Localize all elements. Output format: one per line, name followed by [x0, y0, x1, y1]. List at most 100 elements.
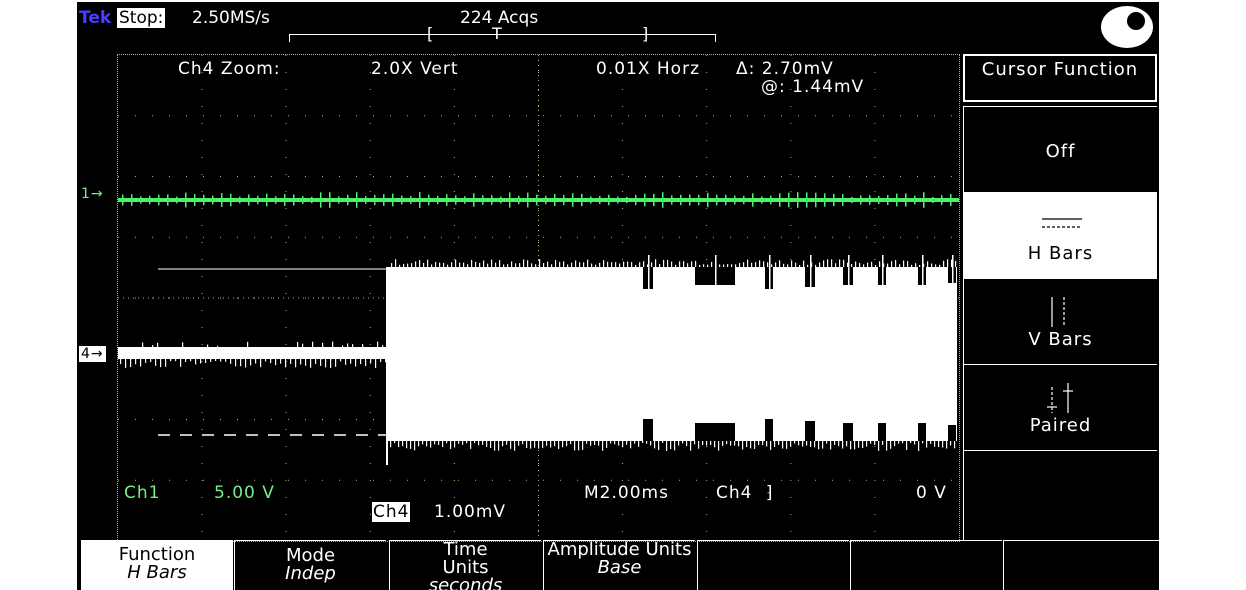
- ch4-burst-noise: [839, 259, 841, 267]
- ch4-noise-spike: [325, 359, 327, 368]
- ch1-noise-spike: [401, 195, 403, 205]
- ch1-noise-spike: [455, 195, 457, 205]
- ch4-burst-noise: [919, 264, 921, 267]
- ch4-burst-noise: [475, 261, 477, 267]
- ch4-noise-spike: [175, 359, 177, 362]
- ch4-burst-noise: [666, 441, 668, 451]
- ch4-burst-dropout-bottom: [843, 423, 853, 441]
- ch4-burst-noise: [850, 441, 852, 450]
- ch4-noise-spike: [205, 359, 207, 364]
- ch4-burst-noise: [454, 441, 456, 448]
- ch4-burst-noise: [838, 441, 840, 447]
- ch4-burst-noise: [526, 441, 528, 448]
- ch1-noise-spike: [203, 194, 205, 206]
- ch4-noise-spike: [352, 344, 354, 347]
- ch4-burst-noise: [583, 262, 585, 267]
- ch1-noise-spike: [797, 192, 799, 208]
- ch4-noise-spike: [297, 342, 299, 347]
- ch4-burst-noise: [846, 441, 848, 447]
- cursor-off-button[interactable]: Off: [963, 106, 1157, 192]
- ch4-burst-noise: [439, 262, 441, 267]
- ch4-scale: 1.00mV: [434, 502, 507, 522]
- time-units-menu-button[interactable]: Time Units seconds: [389, 540, 541, 590]
- mode-menu-button[interactable]: Mode Indep: [234, 540, 386, 590]
- ch4-burst-noise: [642, 441, 644, 444]
- waveform-display: [118, 55, 959, 541]
- ch4-burst-noise: [551, 264, 553, 267]
- ch4-noise-spike: [302, 343, 304, 347]
- ch4-burst-noise: [479, 262, 481, 267]
- ch4-burst-noise: [518, 441, 520, 446]
- ch4-burst-noise: [390, 441, 392, 448]
- ch4-noise-spike: [142, 342, 144, 347]
- ch4-burst-noise: [798, 441, 800, 446]
- ch4-burst-noise: [786, 441, 788, 449]
- ch1-noise-spike: [653, 193, 655, 207]
- ch4-burst-noise: [731, 264, 733, 267]
- ch4-noise-spike: [382, 345, 384, 347]
- amplitude-units-menu-button[interactable]: Amplitude Units Base: [543, 540, 695, 590]
- ch4-burst-noise: [586, 441, 588, 444]
- ch4-noise-spike: [157, 342, 159, 347]
- ch4-noise-spike: [125, 359, 127, 368]
- bottom-menu-blank-7: [1003, 540, 1159, 590]
- trigger-position-marker: T: [492, 24, 502, 43]
- ch4-burst-noise: [634, 441, 636, 444]
- ch4-burst-noise: [935, 264, 937, 267]
- ch4-burst-noise: [779, 260, 781, 267]
- ch4-burst-noise: [682, 441, 684, 444]
- ch4-burst-noise: [683, 261, 685, 267]
- ch4-burst-noise: [819, 262, 821, 267]
- ch4-noise-spike: [300, 359, 302, 365]
- ch4-burst-noise: [843, 259, 845, 267]
- ch1-noise-spike: [887, 195, 889, 205]
- ch4-noise-spike: [270, 359, 272, 364]
- function-menu-button[interactable]: Function H Bars: [81, 540, 233, 590]
- ch1-noise-spike: [428, 194, 430, 206]
- ch4-burst-noise: [511, 261, 513, 267]
- ch4-burst-noise: [547, 261, 549, 267]
- sample-rate: 2.50MS/s: [192, 8, 270, 28]
- ch4-burst-noise: [638, 441, 640, 447]
- ch4-noise-spike: [207, 344, 209, 347]
- ch4-noise-spike: [180, 359, 182, 367]
- ch4-burst-noise: [602, 441, 604, 451]
- ch4-burst-noise: [590, 441, 592, 446]
- ch4-burst-noise: [571, 262, 573, 267]
- ch4-burst-noise: [759, 260, 761, 267]
- ch4-burst-noise: [478, 441, 480, 446]
- ch1-noise-spike: [788, 192, 790, 208]
- ch4-burst-dropout-bottom: [695, 423, 735, 441]
- ch4-burst-dropout-bottom: [765, 419, 773, 441]
- ch4-burst-noise: [826, 441, 828, 444]
- ch4-burst-noise: [442, 441, 444, 448]
- ch4-burst-noise: [470, 441, 472, 449]
- ch4-burst-noise: [751, 262, 753, 267]
- ch4-burst-noise: [519, 263, 521, 267]
- ch1-noise-spike: [464, 196, 466, 204]
- ch1-noise-spike: [473, 193, 475, 207]
- ch4-burst-noise: [655, 259, 657, 267]
- ch1-noise-spike: [698, 194, 700, 206]
- paired-button[interactable]: Paired: [963, 364, 1157, 450]
- ch4-burst-noise: [762, 441, 764, 446]
- ch4-burst-noise: [558, 441, 560, 449]
- ch4-burst-noise: [635, 264, 637, 267]
- ch4-burst-noise: [435, 262, 437, 267]
- ch4-burst-noise: [431, 264, 433, 267]
- v-bars-button[interactable]: V Bars: [963, 278, 1157, 364]
- ch4-burst-noise: [890, 441, 892, 449]
- ch4-burst-noise: [582, 441, 584, 450]
- ch4-burst-noise: [675, 264, 677, 267]
- ch4-burst-noise: [703, 264, 705, 267]
- h-bars-button[interactable]: H Bars: [963, 192, 1157, 278]
- bottom-menu-blank-5: [697, 540, 849, 590]
- ch4-burst-noise: [506, 441, 508, 445]
- ch1-noise-spike: [815, 192, 817, 208]
- ch4-burst-noise: [402, 441, 404, 447]
- ch4-burst-noise: [663, 259, 665, 267]
- ch4-noise-spike: [185, 359, 187, 363]
- ch1-noise-spike: [545, 195, 547, 205]
- ch4-burst-noise: [566, 441, 568, 447]
- ch4-burst-noise: [750, 441, 752, 449]
